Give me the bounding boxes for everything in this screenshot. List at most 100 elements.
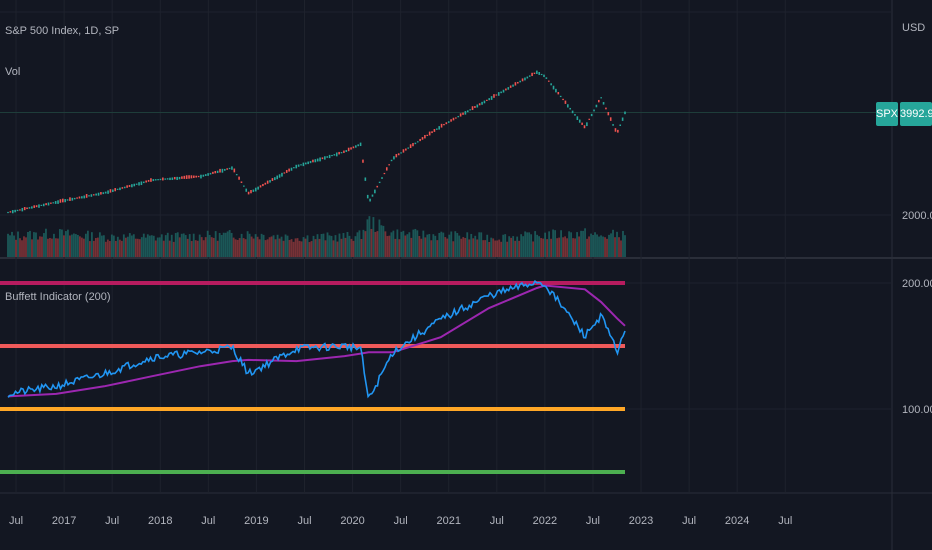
candle [76,197,78,199]
x-tick-label: Jul [105,515,119,527]
volume-bar [222,232,225,257]
candle [90,194,93,197]
volume-bar [418,235,421,257]
candle [259,185,262,188]
candle [173,176,176,180]
candle [571,110,574,114]
volume-bar [622,230,624,257]
volume-bar [288,239,291,257]
candle [350,147,352,150]
volume-bar [506,241,509,257]
volume-bar [7,233,9,257]
x-tick-label: 2019 [244,515,268,527]
candle [314,159,317,163]
volume-bar [292,241,295,257]
volume-bar [574,238,576,257]
candle [73,197,76,200]
volume-bar [426,234,429,257]
candle [424,135,426,139]
volume-bar [404,235,407,257]
candle [204,174,207,176]
candle [228,167,231,170]
candle [307,161,309,165]
volume-bar [210,237,213,257]
candle [614,128,617,132]
candle [14,209,16,213]
volume-bar [338,233,341,257]
volume-bar [186,238,189,257]
volume-bar [196,240,199,257]
volume-bar [508,236,511,257]
volume-bar [104,241,107,257]
volume-bar [254,234,257,257]
volume-bar [88,241,91,257]
volume-bar [37,239,39,257]
x-tick-label: 2023 [629,515,653,527]
candle [533,72,536,74]
volume-bar [526,232,529,257]
x-tick-label: Jul [778,515,792,527]
volume-bar [61,229,63,257]
candle [274,177,276,181]
candle [526,76,529,79]
volume-bar [502,234,505,257]
candle [400,152,402,154]
volume-bar [106,239,109,257]
volume-bar [200,237,203,257]
candle [271,178,274,181]
volume-bar [570,232,572,257]
volume-bar [572,238,574,257]
volume-bar [266,239,269,257]
candle [409,144,412,149]
x-tick-label: 2018 [148,515,172,527]
volume-bar [558,237,561,257]
candle [428,131,431,136]
volume-bar [484,240,487,257]
candle [569,107,572,110]
candle [547,80,550,82]
candle [609,117,612,121]
candle [266,180,269,184]
volume-bar [122,234,125,257]
candle [562,98,564,101]
volume-bar [522,236,525,257]
candle [419,138,421,142]
volume-bar [540,238,543,257]
candle [312,159,314,163]
candle [621,117,624,121]
candle [288,168,290,172]
volume-bar [332,240,335,257]
candle [555,88,557,93]
volume-bar [498,239,501,257]
candle [57,200,59,204]
candle [152,179,155,182]
volume-bar [11,231,13,257]
x-tick-label: Jul [586,515,600,527]
candle [100,192,102,195]
volume-bar [348,235,351,257]
volume-bar [428,234,431,257]
volume-bar [566,238,568,257]
candle [62,198,64,203]
candle [278,174,281,178]
candle [493,94,495,98]
volume-bar [396,229,399,257]
candle [183,175,186,179]
price-candles [7,70,626,214]
volume-bar [250,236,253,257]
volume-bar [578,236,580,257]
volume-bar [302,237,305,257]
volume-bar [152,235,155,257]
candle [162,177,164,181]
volume-bar [388,235,391,257]
candle [600,97,602,99]
candle [123,186,126,189]
volume-bar [586,238,588,257]
candle [362,159,364,163]
volume-bar [614,237,616,257]
volume-bar [350,238,353,257]
volume-bar [576,232,578,257]
candle [395,154,398,158]
volume-bar [204,237,207,257]
